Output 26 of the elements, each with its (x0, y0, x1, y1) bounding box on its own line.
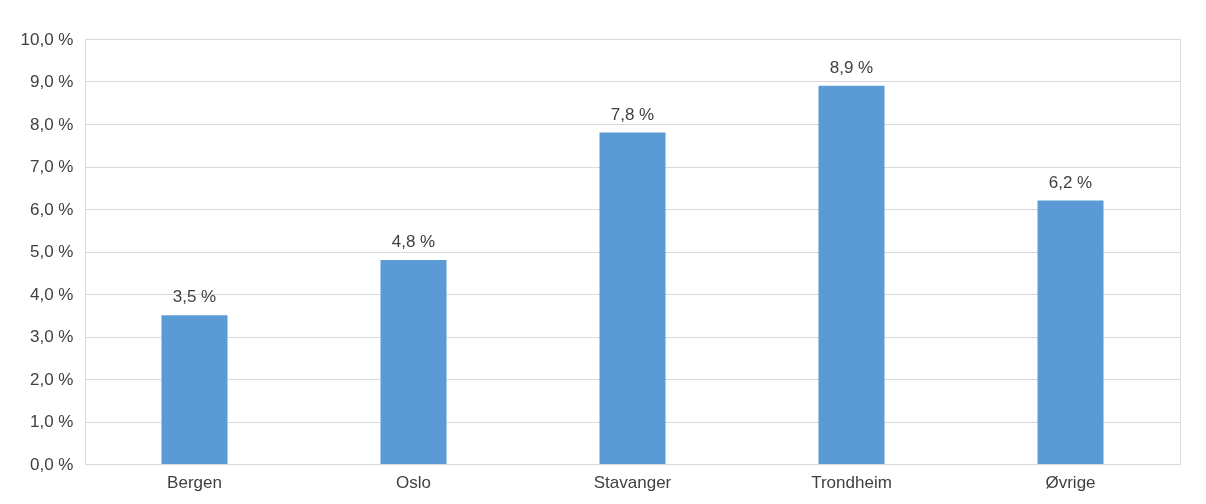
y-tick-label: 8,0 % (30, 114, 74, 134)
bar (161, 315, 228, 464)
y-tick-label: 5,0 % (30, 242, 74, 261)
y-tick-label: 1,0 % (30, 412, 74, 431)
y-tick-label: 0,0 % (30, 454, 74, 474)
data-label: 3,5 % (172, 287, 217, 307)
y-tick-label: 4,0 % (30, 284, 74, 304)
bar (380, 260, 447, 464)
x-tick-label: Bergen (167, 472, 222, 492)
x-tick-label: Øvrige (1045, 472, 1096, 492)
bar (599, 132, 666, 464)
bar (1037, 200, 1104, 464)
x-tick-label: Oslo (396, 472, 431, 492)
x-tick-label: Stavanger (593, 472, 672, 492)
data-label: 6,2 % (1048, 172, 1093, 192)
x-tick-label: Trondheim (811, 472, 892, 492)
y-tick-label: 10,0 % (20, 29, 74, 49)
y-tick-label: 7,0 % (30, 157, 74, 176)
y-tick-label: 9,0 % (30, 72, 74, 91)
data-label: 7,8 % (610, 104, 655, 124)
bar (818, 85, 885, 464)
data-label: 8,9 % (829, 57, 874, 77)
y-tick-label: 3,0 % (30, 327, 74, 346)
y-tick-label: 2,0 % (30, 369, 74, 389)
y-tick-label: 6,0 % (30, 199, 74, 219)
data-label: 4,8 % (391, 232, 436, 251)
